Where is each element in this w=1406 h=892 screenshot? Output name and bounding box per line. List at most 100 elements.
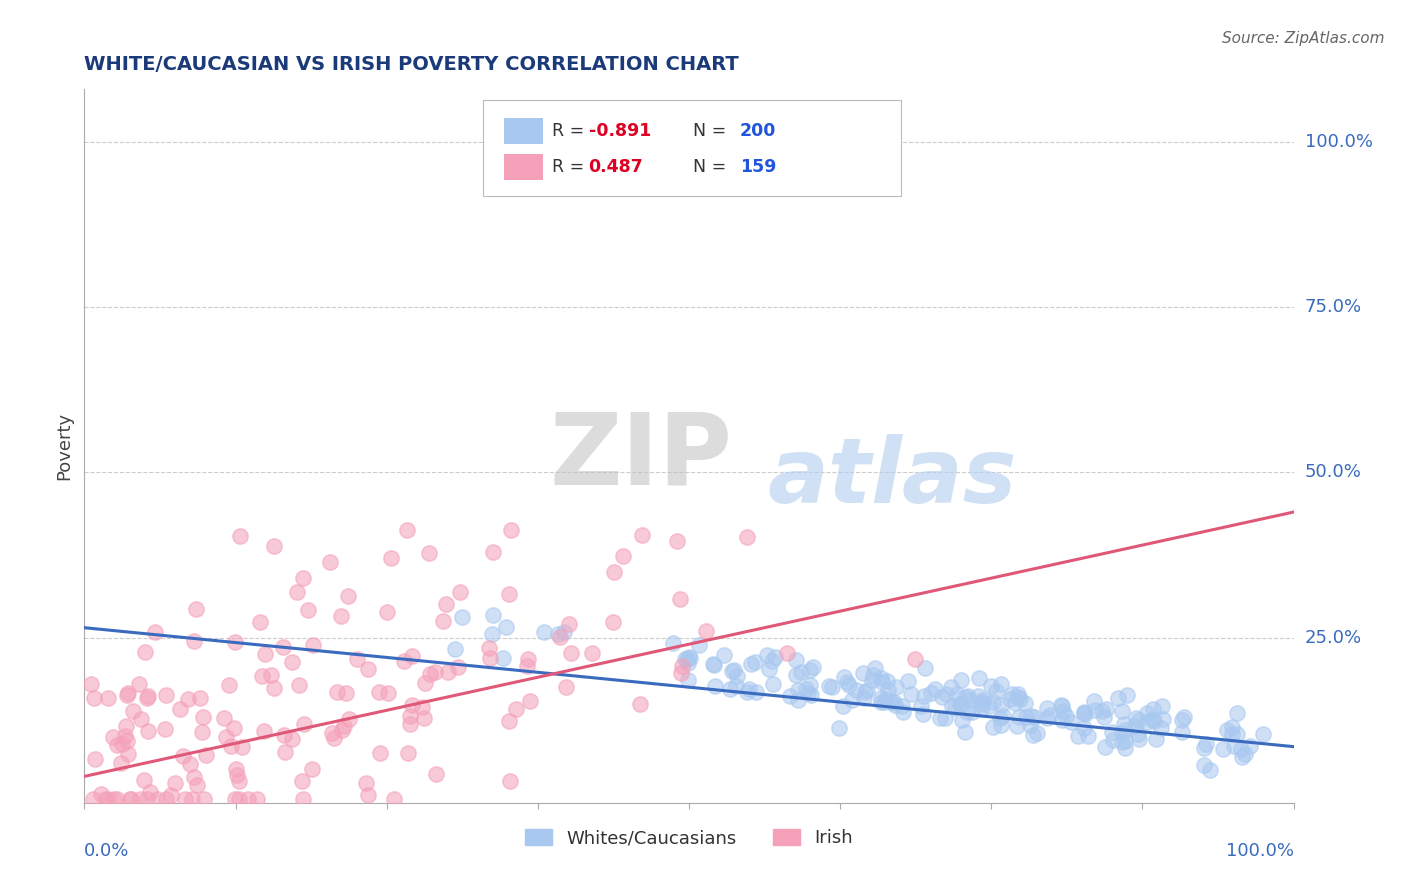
Text: -0.891: -0.891 (589, 122, 651, 140)
Point (676, 656, 699, 670)
Point (292, 716, 315, 731)
Point (1125, 711, 1147, 725)
Point (713, 648, 735, 663)
Text: 159: 159 (740, 158, 776, 176)
Point (1035, 700, 1057, 714)
Point (1171, 714, 1194, 728)
Point (103, 792, 125, 806)
Point (134, 645, 156, 659)
Point (1052, 713, 1074, 727)
Point (380, 551, 402, 566)
Point (449, 585, 471, 599)
Point (337, 712, 360, 726)
Point (980, 679, 1002, 693)
Point (1226, 727, 1249, 741)
Point (401, 648, 423, 663)
Point (444, 641, 467, 656)
Point (323, 731, 346, 746)
Point (382, 792, 405, 806)
Point (1136, 715, 1159, 730)
Point (114, 729, 136, 743)
Point (924, 681, 946, 696)
Point (229, 529, 252, 543)
Point (368, 746, 391, 760)
Point (236, 792, 259, 806)
Point (702, 657, 724, 672)
Point (763, 649, 786, 664)
Point (1220, 727, 1243, 741)
Point (101, 731, 124, 745)
Point (188, 691, 211, 706)
Point (301, 638, 323, 652)
Point (977, 699, 1000, 714)
Point (797, 685, 820, 699)
Point (280, 731, 302, 746)
Point (498, 714, 520, 728)
Point (990, 698, 1012, 712)
Point (436, 665, 458, 679)
Point (828, 721, 851, 735)
Point (725, 679, 748, 693)
Point (425, 665, 447, 679)
Point (413, 676, 436, 690)
Point (115, 688, 138, 702)
Point (547, 627, 569, 641)
Point (1007, 687, 1029, 701)
Point (90, 787, 112, 801)
Bar (503, 119, 543, 145)
Point (139, 785, 162, 799)
Text: N =: N = (693, 122, 731, 140)
Text: 200: 200 (740, 122, 776, 140)
Y-axis label: Poverty: Poverty (55, 412, 73, 480)
Point (879, 695, 901, 709)
Point (191, 709, 214, 723)
Point (1024, 709, 1046, 723)
Point (835, 675, 858, 690)
Point (1014, 710, 1036, 724)
Point (1150, 721, 1173, 735)
Point (110, 756, 132, 770)
Point (1035, 711, 1057, 725)
Point (321, 726, 343, 740)
Point (274, 745, 297, 759)
Point (401, 698, 423, 713)
Point (411, 700, 433, 714)
Point (1094, 740, 1116, 755)
Point (884, 698, 907, 712)
Point (1107, 690, 1129, 705)
Point (755, 648, 778, 662)
Text: R =: R = (553, 122, 591, 140)
Point (725, 669, 748, 683)
Point (688, 638, 710, 652)
Point (1050, 699, 1073, 714)
Point (193, 792, 215, 806)
Point (740, 657, 762, 671)
Point (862, 667, 884, 681)
Point (548, 631, 571, 645)
Point (1126, 727, 1149, 741)
Point (450, 609, 472, 624)
Point (914, 661, 936, 675)
Point (891, 705, 914, 719)
Point (354, 776, 377, 790)
Point (1008, 692, 1031, 706)
Point (957, 690, 980, 704)
Point (219, 739, 242, 753)
Point (263, 539, 285, 553)
Point (105, 792, 128, 806)
Point (1077, 729, 1099, 743)
Point (186, 778, 208, 792)
Point (1095, 702, 1118, 716)
Point (245, 792, 267, 806)
Point (1115, 689, 1137, 703)
Point (432, 614, 454, 628)
Point (478, 650, 501, 665)
Point (117, 747, 139, 761)
Point (1194, 740, 1216, 755)
Point (860, 673, 883, 687)
Point (1025, 726, 1047, 740)
Point (481, 545, 503, 559)
Point (970, 697, 993, 711)
Point (357, 662, 380, 676)
Point (1123, 718, 1146, 732)
